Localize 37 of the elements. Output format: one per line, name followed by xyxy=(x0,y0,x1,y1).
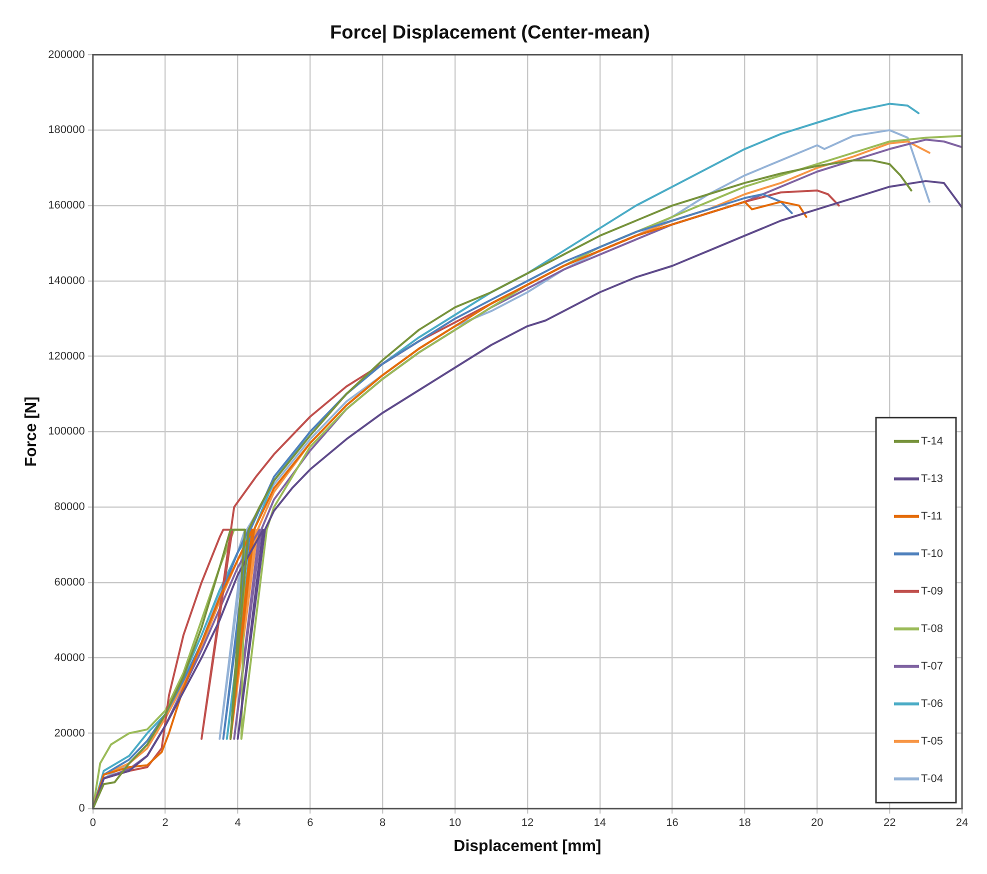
legend-label: T-11 xyxy=(921,510,942,522)
x-tick-label: 24 xyxy=(956,817,968,830)
y-tick-label: 80000 xyxy=(54,501,85,514)
y-tick-label: 40000 xyxy=(54,652,85,664)
legend-label: T-14 xyxy=(921,435,944,448)
y-tick-label: 120000 xyxy=(48,350,85,362)
x-axis-title: Displacement [mm] xyxy=(454,838,602,855)
x-tick-label: 6 xyxy=(307,817,314,830)
y-axis-title: Force [N] xyxy=(23,396,40,467)
legend-label: T-07 xyxy=(921,660,944,672)
legend-label: T-10 xyxy=(921,548,944,560)
x-tick-label: 0 xyxy=(90,817,96,830)
legend-label: T-09 xyxy=(921,585,944,598)
x-tick-label: 8 xyxy=(380,817,386,830)
x-tick-label: 4 xyxy=(234,817,241,830)
x-tick-label: 18 xyxy=(738,817,751,830)
legend-label: T-05 xyxy=(921,735,944,748)
legend-label: T-08 xyxy=(921,622,944,635)
y-tick-label: 180000 xyxy=(48,124,85,136)
x-tick-label: 14 xyxy=(594,817,606,830)
legend-label: T-06 xyxy=(921,698,944,710)
y-tick-label: 100000 xyxy=(48,426,85,438)
y-tick-label: 140000 xyxy=(48,274,85,287)
y-tick-label: 20000 xyxy=(54,727,85,740)
x-tick-label: 10 xyxy=(448,817,462,830)
chart-title: Force| Displacement (Center-mean) xyxy=(330,22,650,44)
x-tick-label: 20 xyxy=(811,817,824,830)
y-tick-label: 200000 xyxy=(48,48,85,61)
x-tick-label: 2 xyxy=(162,817,168,830)
x-tick-label: 12 xyxy=(521,817,534,830)
legend-label: T-04 xyxy=(921,772,944,785)
x-tick-label: 16 xyxy=(666,817,678,830)
legend-label: T-13 xyxy=(921,472,944,485)
y-tick-label: 60000 xyxy=(54,576,85,588)
x-tick-label: 22 xyxy=(883,817,896,830)
y-tick-label: 160000 xyxy=(48,200,85,212)
y-tick-label: 0 xyxy=(78,802,85,815)
